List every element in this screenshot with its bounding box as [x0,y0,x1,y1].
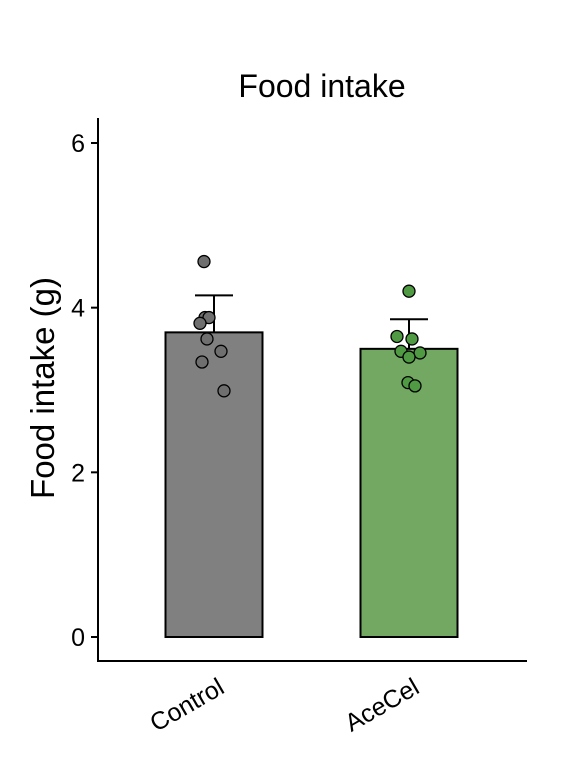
bar-control [164,331,264,638]
axes-group [97,118,527,662]
bars-group [164,331,459,638]
x-tick-label-control: Control [145,673,229,738]
data-point-control [214,344,228,358]
bar-acecel [359,347,459,638]
data-point-control [200,332,214,346]
data-point-control [217,384,231,398]
data-point-acecel [405,332,419,346]
data-point-acecel [413,346,427,360]
data-point-control [193,316,207,330]
chart-title: Food intake [238,68,405,104]
y-axis-label: Food intake (g) [24,277,61,499]
x-tick-label-acecel: AceCel [340,673,424,738]
data-point-acecel [402,350,416,364]
y-tick-label: 4 [71,295,85,323]
x-tick-labels-group: Control AceCel [145,673,424,738]
data-point-control [195,355,209,369]
data-points-group [193,254,427,398]
y-tick-label: 6 [71,130,85,158]
data-point-control [197,254,211,269]
data-point-acecel [402,284,416,298]
y-tick-label: 2 [71,459,85,487]
data-point-acecel [408,379,422,393]
y-tick-label: 0 [71,624,85,652]
data-point-acecel [390,329,404,344]
y-ticks-group: 0 2 4 6 [71,130,98,652]
